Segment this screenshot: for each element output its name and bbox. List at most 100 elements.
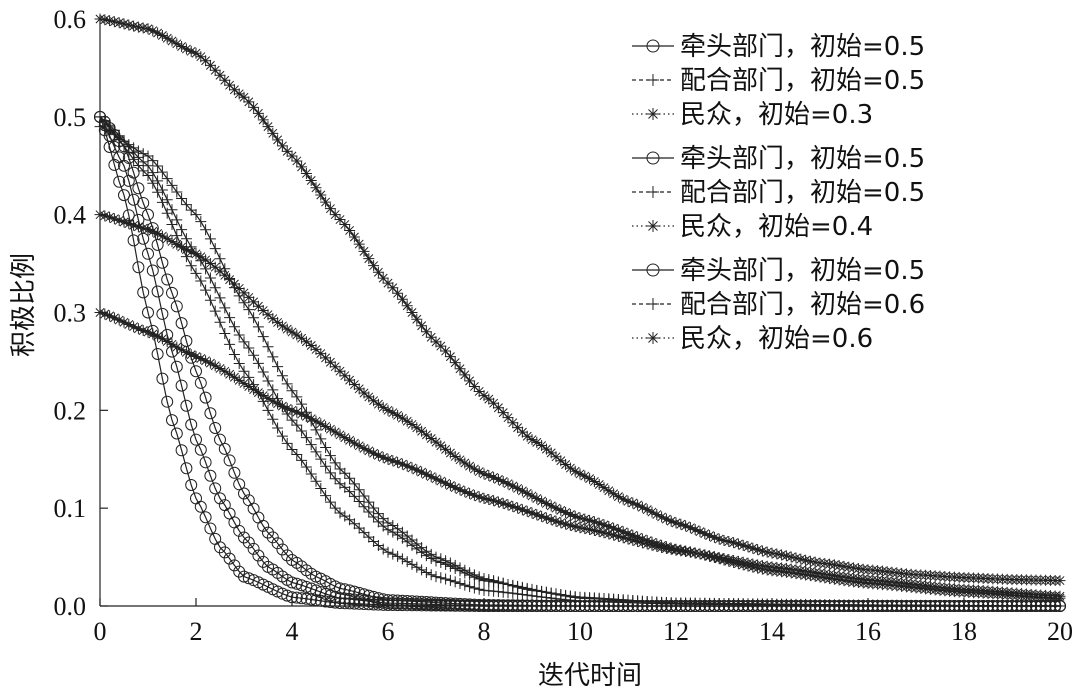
asterisk-marker <box>550 515 562 527</box>
plus-marker <box>497 577 509 589</box>
asterisk-marker <box>171 238 183 250</box>
circle-marker <box>170 360 183 373</box>
asterisk-marker <box>588 475 600 487</box>
plus-marker <box>224 273 236 285</box>
asterisk-marker <box>392 287 404 299</box>
asterisk-marker <box>747 561 759 573</box>
asterisk-marker <box>478 492 490 504</box>
asterisk-marker <box>473 491 485 503</box>
plus-marker <box>334 463 346 475</box>
asterisk-marker <box>411 313 423 325</box>
asterisk-marker <box>358 442 370 454</box>
plus-marker <box>214 316 226 328</box>
asterisk-marker <box>584 523 596 535</box>
asterisk-marker <box>848 562 860 574</box>
asterisk-marker <box>435 440 447 452</box>
plus-marker <box>363 531 375 543</box>
asterisk-marker <box>647 220 659 232</box>
asterisk-marker <box>420 326 432 338</box>
asterisk-marker <box>728 537 740 549</box>
asterisk-marker <box>440 345 452 357</box>
plus-marker <box>204 233 216 245</box>
plus-marker <box>291 419 303 431</box>
asterisk-marker <box>252 387 264 399</box>
plus-marker <box>252 357 264 369</box>
plus-marker <box>300 406 312 418</box>
plus-marker <box>296 398 308 410</box>
plus-marker <box>348 478 360 490</box>
circle-marker <box>487 599 500 612</box>
circle-marker <box>458 598 471 611</box>
asterisk-marker <box>800 554 812 566</box>
circle-marker <box>142 208 154 221</box>
asterisk-marker <box>195 353 207 365</box>
circle-marker <box>290 591 303 604</box>
asterisk-marker <box>156 30 168 42</box>
circle-marker <box>161 273 174 286</box>
asterisk-marker <box>713 533 725 545</box>
asterisk-marker <box>497 475 509 487</box>
asterisk-marker <box>108 16 120 28</box>
asterisk-marker <box>776 566 788 578</box>
x-tick-label: 8 <box>478 617 491 646</box>
asterisk-marker <box>824 573 836 585</box>
asterisk-marker <box>444 479 456 491</box>
asterisk-marker <box>377 451 389 463</box>
asterisk-marker <box>368 447 380 459</box>
asterisk-marker <box>276 320 288 332</box>
asterisk-marker <box>166 338 178 350</box>
plus-marker <box>531 585 543 597</box>
asterisk-marker <box>1054 592 1066 604</box>
circle-marker <box>444 597 457 610</box>
plus-marker <box>382 517 394 529</box>
asterisk-marker <box>536 510 548 522</box>
asterisk-marker <box>647 108 659 120</box>
asterisk-marker <box>353 383 365 395</box>
circle-marker <box>146 264 159 277</box>
asterisk-marker <box>300 167 312 179</box>
plus-marker <box>267 384 279 396</box>
y-tick-label: 0.0 <box>54 592 87 621</box>
asterisk-marker <box>593 478 605 490</box>
plus-marker <box>536 586 548 598</box>
plus-marker <box>473 583 485 595</box>
asterisk-marker <box>238 91 250 103</box>
y-tick-label: 0.6 <box>54 5 87 34</box>
plus-marker <box>243 304 255 316</box>
plus-marker <box>569 591 581 603</box>
asterisk-marker <box>766 547 778 559</box>
asterisk-marker <box>128 321 140 333</box>
asterisk-marker <box>795 568 807 580</box>
asterisk-marker <box>368 260 380 272</box>
asterisk-marker <box>281 402 293 414</box>
asterisk-marker <box>104 211 116 223</box>
asterisk-marker <box>848 576 860 588</box>
asterisk-marker <box>516 504 528 516</box>
asterisk-marker <box>776 549 788 561</box>
circle-marker <box>550 599 562 612</box>
circle-marker <box>122 151 135 164</box>
asterisk-marker <box>574 522 586 534</box>
asterisk-marker <box>281 323 293 335</box>
legend-entry: 配合部门，初始=0.5 <box>632 178 925 208</box>
x-axis-title: 迭代时间 <box>538 661 642 691</box>
plus-marker <box>550 588 562 600</box>
circle-marker <box>391 594 404 607</box>
asterisk-marker <box>401 460 413 472</box>
series-line <box>99 311 1061 597</box>
circle-marker <box>425 596 438 609</box>
asterisk-marker <box>742 541 754 553</box>
plus-marker <box>483 574 495 586</box>
circle-marker <box>521 599 534 612</box>
circle-marker <box>516 599 529 612</box>
asterisk-marker <box>156 333 168 345</box>
asterisk-marker <box>584 514 596 526</box>
plus-marker <box>363 496 375 508</box>
circle-marker <box>132 182 145 195</box>
plus-marker <box>195 216 207 228</box>
asterisk-marker <box>756 563 768 575</box>
plus-marker <box>190 209 202 221</box>
circle-marker <box>430 596 442 609</box>
plus-marker <box>272 393 284 405</box>
asterisk-marker <box>761 564 773 576</box>
